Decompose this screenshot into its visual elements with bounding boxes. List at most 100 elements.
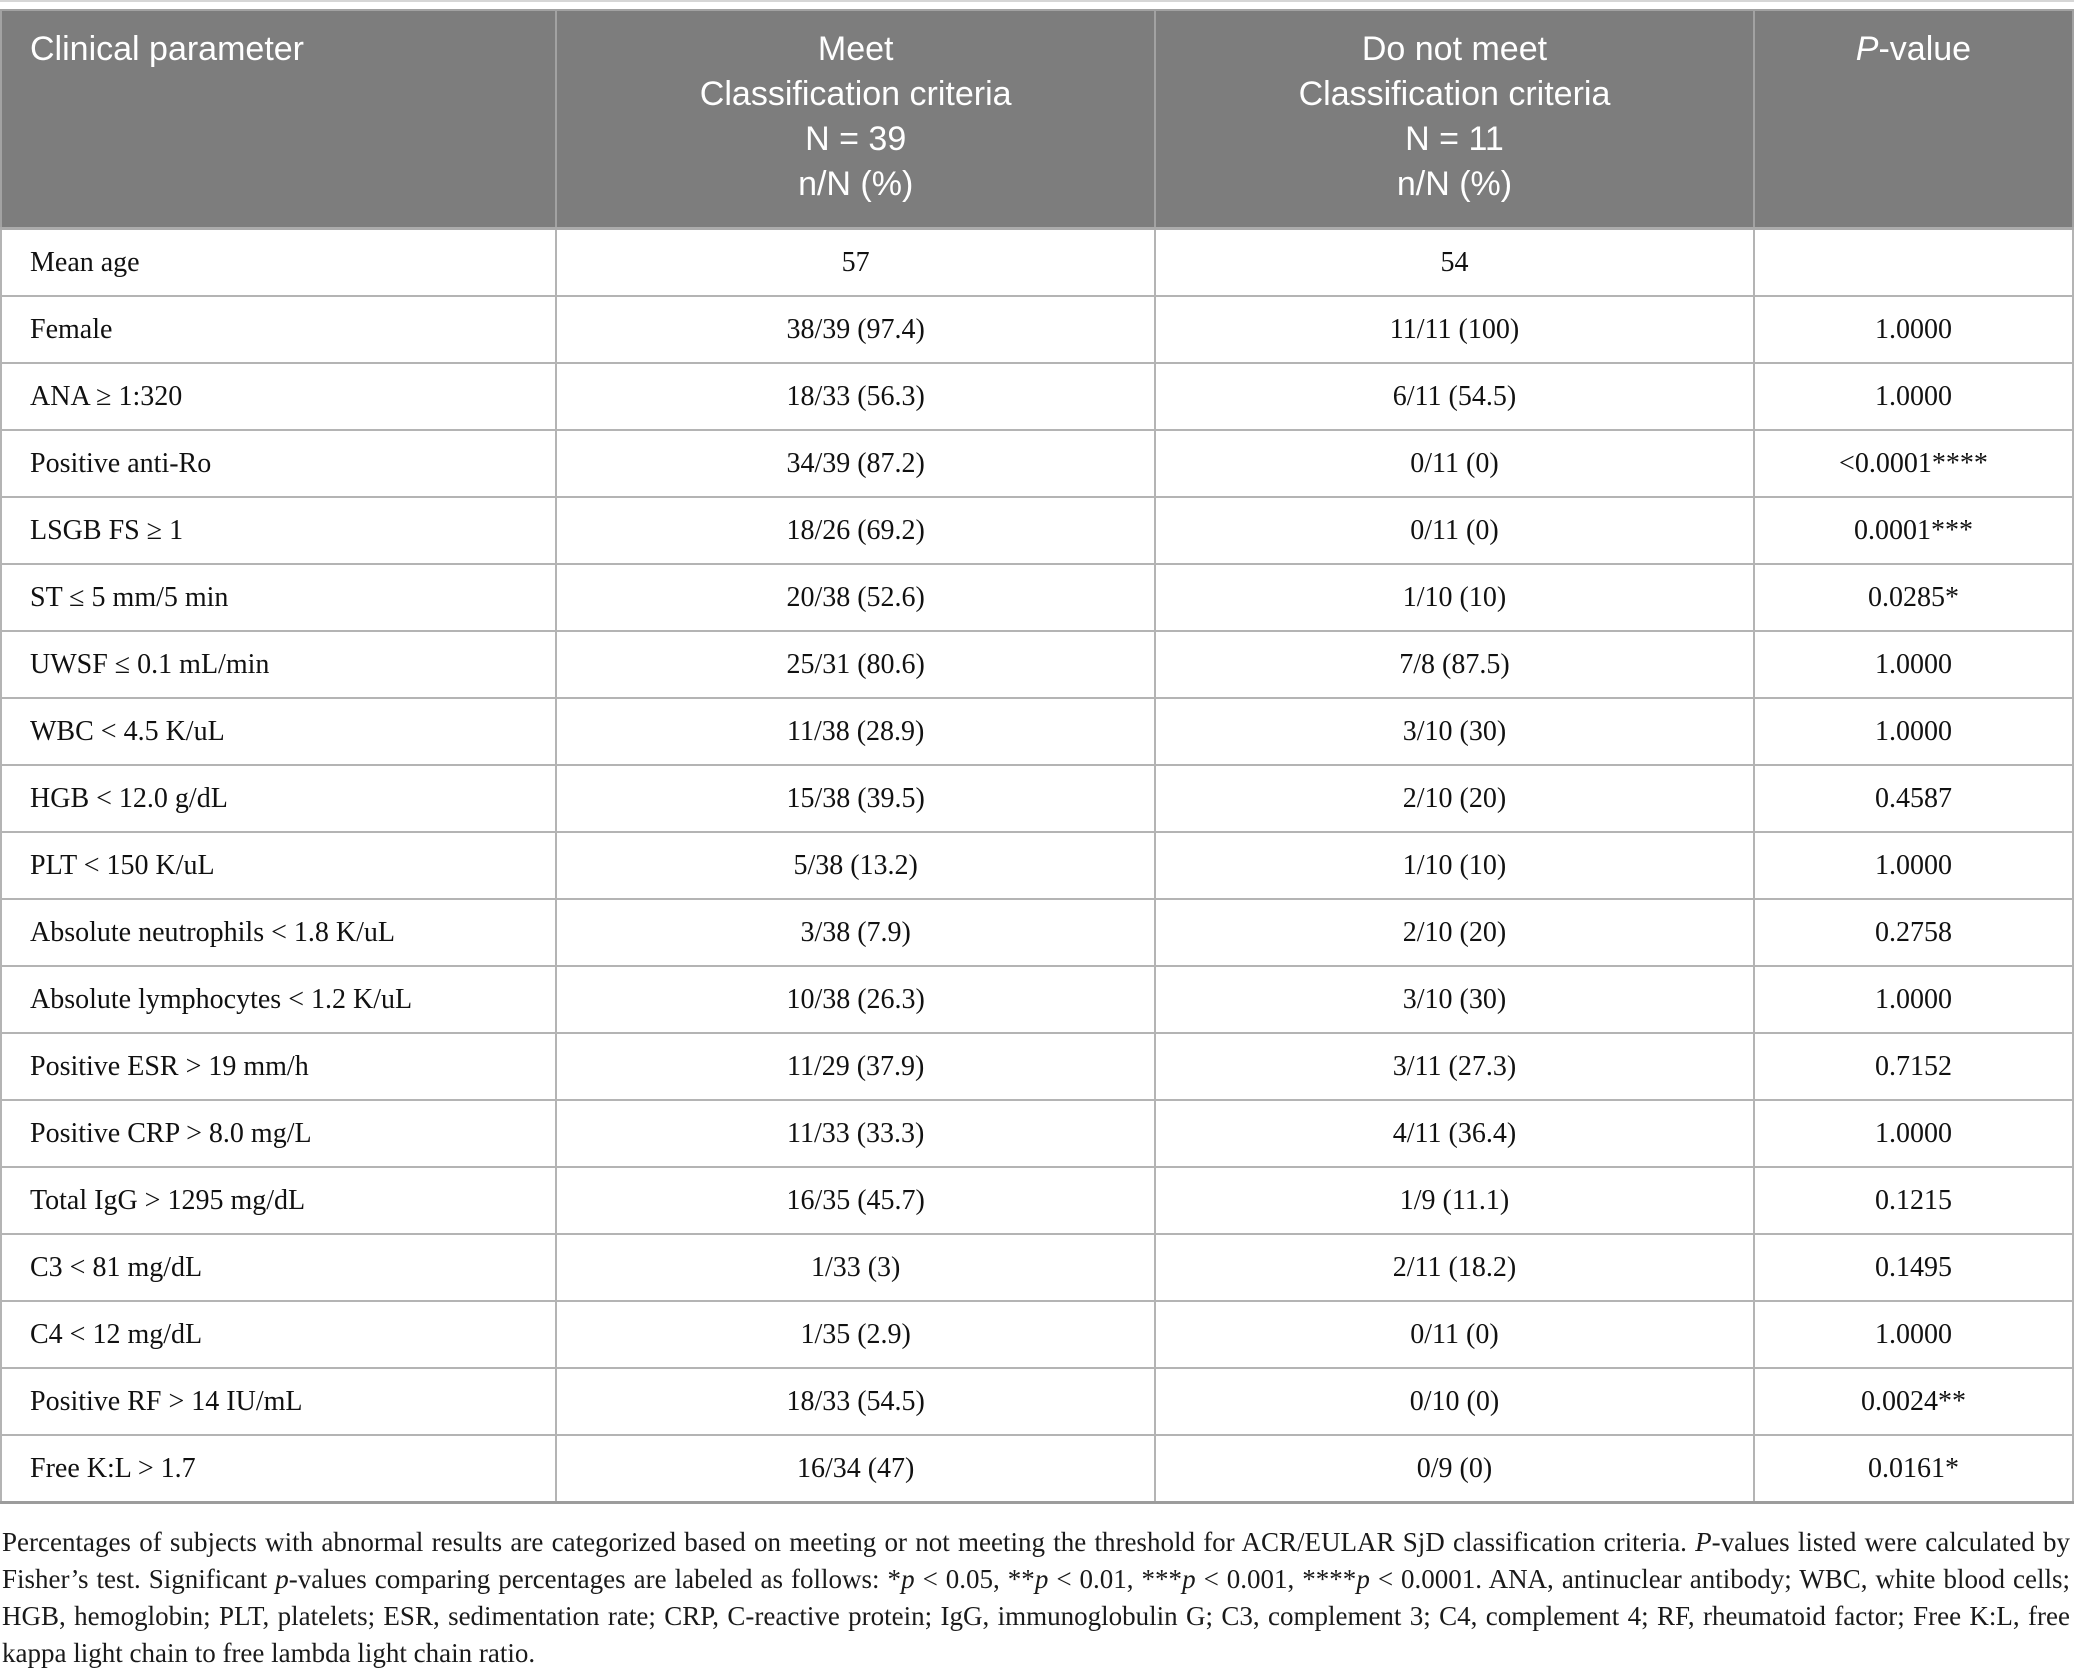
notmeet-cell: 2/10 (20) [1154, 764, 1755, 833]
notmeet-cell: 3/11 (27.3) [1154, 1032, 1755, 1101]
meet-cell: 16/34 (47) [555, 1434, 1157, 1504]
table-row: C3 < 81 mg/dL 1/33 (3) 2/11 (18.2) 0.149… [0, 1233, 2074, 1302]
notmeet-cell: 1/10 (10) [1154, 563, 1755, 632]
pvalue-cell: 1.0000 [1752, 831, 2074, 900]
notmeet-cell: 2/10 (20) [1154, 898, 1755, 967]
p-value-italic-p: P [1855, 30, 1879, 68]
clinical-parameters-table: Clinical parameter Meet Classification c… [0, 9, 2074, 1504]
param-cell: Positive CRP > 8.0 mg/L [0, 1099, 558, 1168]
meet-cell: 20/38 (52.6) [555, 563, 1157, 632]
notmeet-cell: 3/10 (30) [1154, 697, 1755, 766]
param-cell: Positive ESR > 19 mm/h [0, 1032, 558, 1101]
table-row: PLT < 150 K/uL 5/38 (13.2) 1/10 (10) 1.0… [0, 831, 2074, 900]
meet-cell: 1/33 (3) [555, 1233, 1157, 1302]
meet-cell: 25/31 (80.6) [555, 630, 1157, 699]
notmeet-cell: 7/8 (87.5) [1154, 630, 1755, 699]
pvalue-cell [1752, 227, 2074, 297]
param-cell: C3 < 81 mg/dL [0, 1233, 558, 1302]
table-row: Positive ESR > 19 mm/h 11/29 (37.9) 3/11… [0, 1032, 2074, 1101]
pvalue-cell: 0.0001*** [1752, 496, 2074, 565]
meet-cell: 18/26 (69.2) [555, 496, 1157, 565]
notmeet-cell: 0/10 (0) [1154, 1367, 1755, 1436]
table-header: Clinical parameter Meet Classification c… [0, 9, 2074, 230]
table-row: Positive anti-Ro 34/39 (87.2) 0/11 (0) <… [0, 429, 2074, 498]
table-row: Absolute neutrophils < 1.8 K/uL 3/38 (7.… [0, 898, 2074, 967]
pvalue-cell: 1.0000 [1752, 630, 2074, 699]
header-clinical-parameter: Clinical parameter [0, 9, 558, 230]
table-row: Mean age 57 54 [0, 227, 2074, 297]
param-cell: LSGB FS ≥ 1 [0, 496, 558, 565]
param-cell: Total IgG > 1295 mg/dL [0, 1166, 558, 1235]
meet-cell: 57 [555, 227, 1157, 297]
meet-cell: 18/33 (54.5) [555, 1367, 1157, 1436]
param-cell: ANA ≥ 1:320 [0, 362, 558, 431]
pvalue-cell: 1.0000 [1752, 965, 2074, 1034]
pvalue-cell: 0.0285* [1752, 563, 2074, 632]
header-meet-criteria: Meet Classification criteria N = 39 n/N … [555, 9, 1157, 230]
notmeet-cell: 2/11 (18.2) [1154, 1233, 1755, 1302]
pvalue-cell: 1.0000 [1752, 362, 2074, 431]
pvalue-cell: 0.7152 [1752, 1032, 2074, 1101]
meet-cell: 18/33 (56.3) [555, 362, 1157, 431]
param-cell: Free K:L > 1.7 [0, 1434, 558, 1504]
param-cell: UWSF ≤ 0.1 mL/min [0, 630, 558, 699]
notmeet-cell: 3/10 (30) [1154, 965, 1755, 1034]
pvalue-cell: 0.4587 [1752, 764, 2074, 833]
meet-cell: 11/29 (37.9) [555, 1032, 1157, 1101]
meet-cell: 3/38 (7.9) [555, 898, 1157, 967]
notmeet-cell: 0/11 (0) [1154, 429, 1755, 498]
table-row: Absolute lymphocytes < 1.2 K/uL 10/38 (2… [0, 965, 2074, 1034]
param-cell: C4 < 12 mg/dL [0, 1300, 558, 1369]
table-row: Positive CRP > 8.0 mg/L 11/33 (33.3) 4/1… [0, 1099, 2074, 1168]
pvalue-cell: <0.0001**** [1752, 429, 2074, 498]
table-row: Female 38/39 (97.4) 11/11 (100) 1.0000 [0, 295, 2074, 364]
notmeet-cell: 4/11 (36.4) [1154, 1099, 1755, 1168]
param-cell: ST ≤ 5 mm/5 min [0, 563, 558, 632]
meet-cell: 16/35 (45.7) [555, 1166, 1157, 1235]
header-do-not-meet-criteria: Do not meet Classification criteria N = … [1154, 9, 1755, 230]
table-body: Mean age 57 54 Female 38/39 (97.4) 11/11… [0, 227, 2074, 1504]
notmeet-cell: 1/10 (10) [1154, 831, 1755, 900]
table-row: C4 < 12 mg/dL 1/35 (2.9) 0/11 (0) 1.0000 [0, 1300, 2074, 1369]
meet-cell: 15/38 (39.5) [555, 764, 1157, 833]
table-row: Free K:L > 1.7 16/34 (47) 0/9 (0) 0.0161… [0, 1434, 2074, 1504]
pvalue-cell: 0.1215 [1752, 1166, 2074, 1235]
pvalue-cell: 1.0000 [1752, 697, 2074, 766]
header-row: Clinical parameter Meet Classification c… [0, 9, 2074, 230]
table-row: HGB < 12.0 g/dL 15/38 (39.5) 2/10 (20) 0… [0, 764, 2074, 833]
param-cell: Female [0, 295, 558, 364]
param-cell: Positive anti-Ro [0, 429, 558, 498]
table-row: Positive RF > 14 IU/mL 18/33 (54.5) 0/10… [0, 1367, 2074, 1436]
table-row: UWSF ≤ 0.1 mL/min 25/31 (80.6) 7/8 (87.5… [0, 630, 2074, 699]
meet-cell: 38/39 (97.4) [555, 295, 1157, 364]
param-cell: Positive RF > 14 IU/mL [0, 1367, 558, 1436]
meet-cell: 11/38 (28.9) [555, 697, 1157, 766]
param-cell: HGB < 12.0 g/dL [0, 764, 558, 833]
notmeet-cell: 1/9 (11.1) [1154, 1166, 1755, 1235]
notmeet-cell: 54 [1154, 227, 1755, 297]
p-value-rest: -value [1878, 30, 1972, 68]
notmeet-cell: 6/11 (54.5) [1154, 362, 1755, 431]
pvalue-cell: 1.0000 [1752, 1099, 2074, 1168]
table-row: Total IgG > 1295 mg/dL 16/35 (45.7) 1/9 … [0, 1166, 2074, 1235]
notmeet-cell: 0/11 (0) [1154, 1300, 1755, 1369]
param-cell: Absolute lymphocytes < 1.2 K/uL [0, 965, 558, 1034]
param-cell: WBC < 4.5 K/uL [0, 697, 558, 766]
table-footnote: Percentages of subjects with abnormal re… [2, 1527, 2070, 1668]
meet-cell: 10/38 (26.3) [555, 965, 1157, 1034]
table-row: WBC < 4.5 K/uL 11/38 (28.9) 3/10 (30) 1.… [0, 697, 2074, 766]
meet-cell: 5/38 (13.2) [555, 831, 1157, 900]
table-row: ANA ≥ 1:320 18/33 (56.3) 6/11 (54.5) 1.0… [0, 362, 2074, 431]
meet-cell: 1/35 (2.9) [555, 1300, 1157, 1369]
notmeet-cell: 11/11 (100) [1154, 295, 1755, 364]
pvalue-cell: 0.1495 [1752, 1233, 2074, 1302]
header-p-value: P-value [1752, 9, 2074, 230]
meet-cell: 11/33 (33.3) [555, 1099, 1157, 1168]
pvalue-cell: 1.0000 [1752, 295, 2074, 364]
pvalue-cell: 0.2758 [1752, 898, 2074, 967]
meet-cell: 34/39 (87.2) [555, 429, 1157, 498]
pvalue-cell: 1.0000 [1752, 1300, 2074, 1369]
notmeet-cell: 0/9 (0) [1154, 1434, 1755, 1504]
pvalue-cell: 0.0161* [1752, 1434, 2074, 1504]
table-row: ST ≤ 5 mm/5 min 20/38 (52.6) 1/10 (10) 0… [0, 563, 2074, 632]
